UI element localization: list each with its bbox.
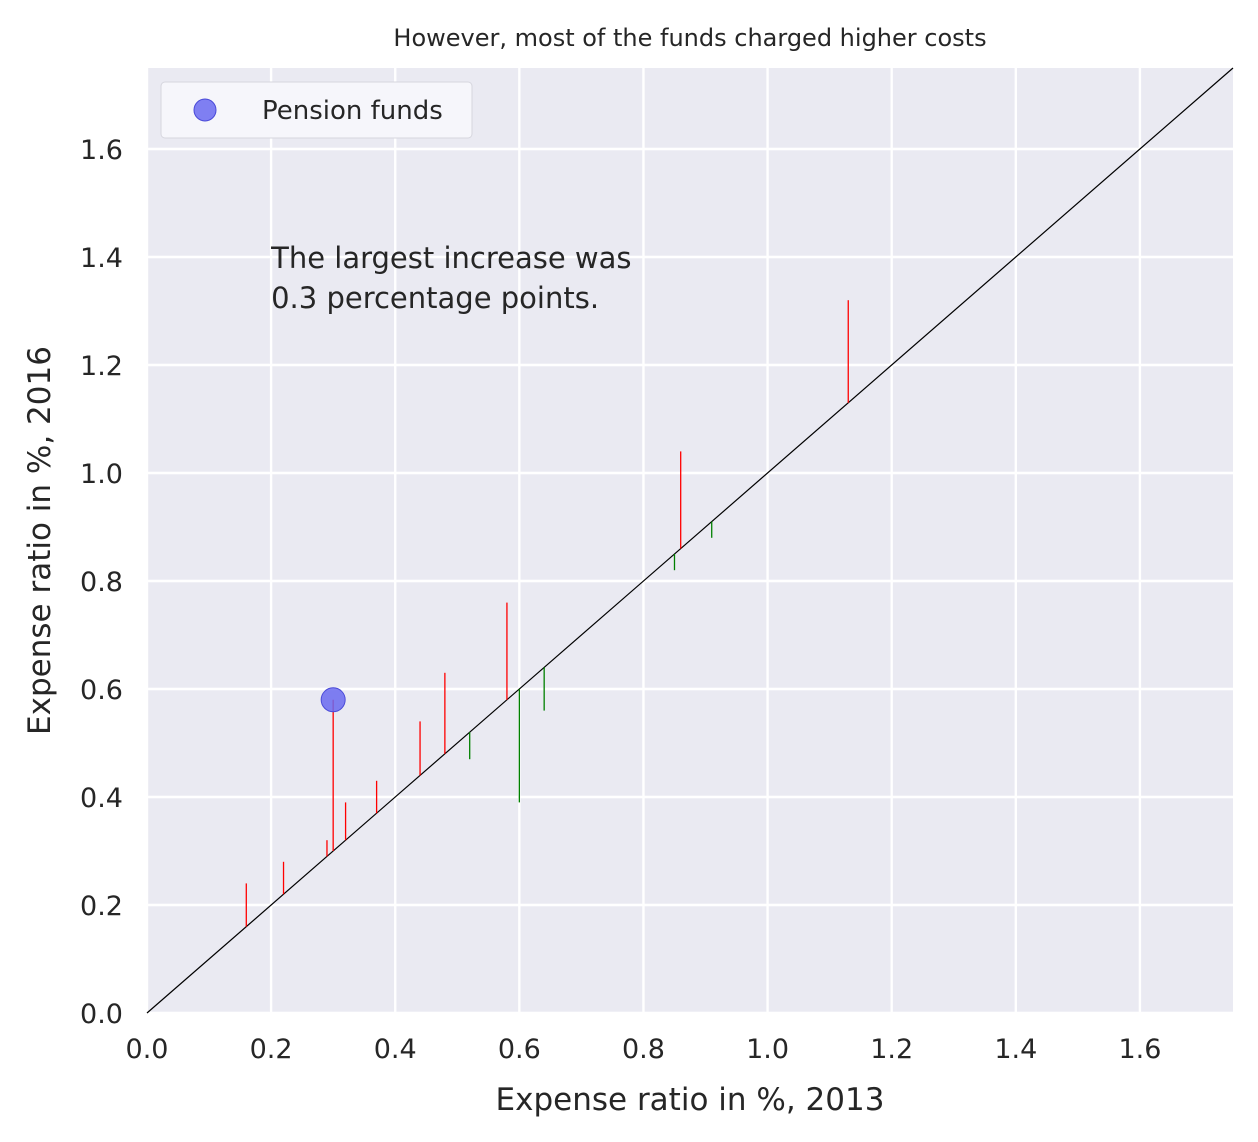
legend: Pension funds	[160, 81, 473, 139]
y-tick-label: 0.0	[80, 999, 123, 1030]
change-segments	[245, 300, 849, 927]
diagonal-line	[146, 67, 1234, 1014]
y-axis-label: Expense ratio in %, 2016	[22, 346, 58, 735]
annotation-line-1: The largest increase was	[270, 241, 631, 275]
x-tick-label: 0.6	[498, 1034, 541, 1065]
y-tick-label: 0.4	[80, 783, 123, 814]
x-tick-label: 1.2	[870, 1034, 913, 1065]
legend-box	[160, 81, 473, 139]
legend-marker	[193, 98, 217, 122]
annotation: The largest increase was 0.3 percentage …	[270, 241, 631, 315]
legend-label: Pension funds	[262, 96, 443, 126]
y-tick-label: 0.6	[80, 675, 123, 706]
y-tick-label: 1.0	[80, 459, 123, 490]
chart-title: However, most of the funds charged highe…	[393, 24, 986, 52]
grid-lines	[145, 68, 1233, 1015]
pension-fund-point	[320, 687, 346, 713]
y-axis-ticks: 0.0 0.2 0.4 0.6 0.8 1.0 1.2 1.4 1.6	[80, 135, 123, 1030]
y-tick-label: 0.8	[80, 567, 123, 598]
annotation-line-2: 0.3 percentage points.	[271, 281, 599, 315]
x-tick-label: 0.4	[374, 1034, 417, 1065]
y-tick-label: 1.4	[80, 243, 123, 274]
x-tick-label: 1.6	[1118, 1034, 1161, 1065]
x-tick-label: 1.4	[994, 1034, 1037, 1065]
scatter-points	[320, 687, 346, 713]
x-axis-ticks: 0.0 0.2 0.4 0.6 0.8 1.0 1.2 1.4 1.6	[126, 1034, 1162, 1065]
x-tick-label: 0.0	[126, 1034, 169, 1065]
y-tick-label: 1.2	[80, 351, 123, 382]
x-tick-label: 0.2	[250, 1034, 293, 1065]
y-tick-label: 0.2	[80, 891, 123, 922]
x-tick-label: 1.0	[746, 1034, 789, 1065]
y-tick-label: 1.6	[80, 135, 123, 166]
diagonal-reference-line	[146, 67, 1234, 1014]
x-axis-label: Expense ratio in %, 2013	[496, 1082, 885, 1118]
x-tick-label: 0.8	[622, 1034, 665, 1065]
